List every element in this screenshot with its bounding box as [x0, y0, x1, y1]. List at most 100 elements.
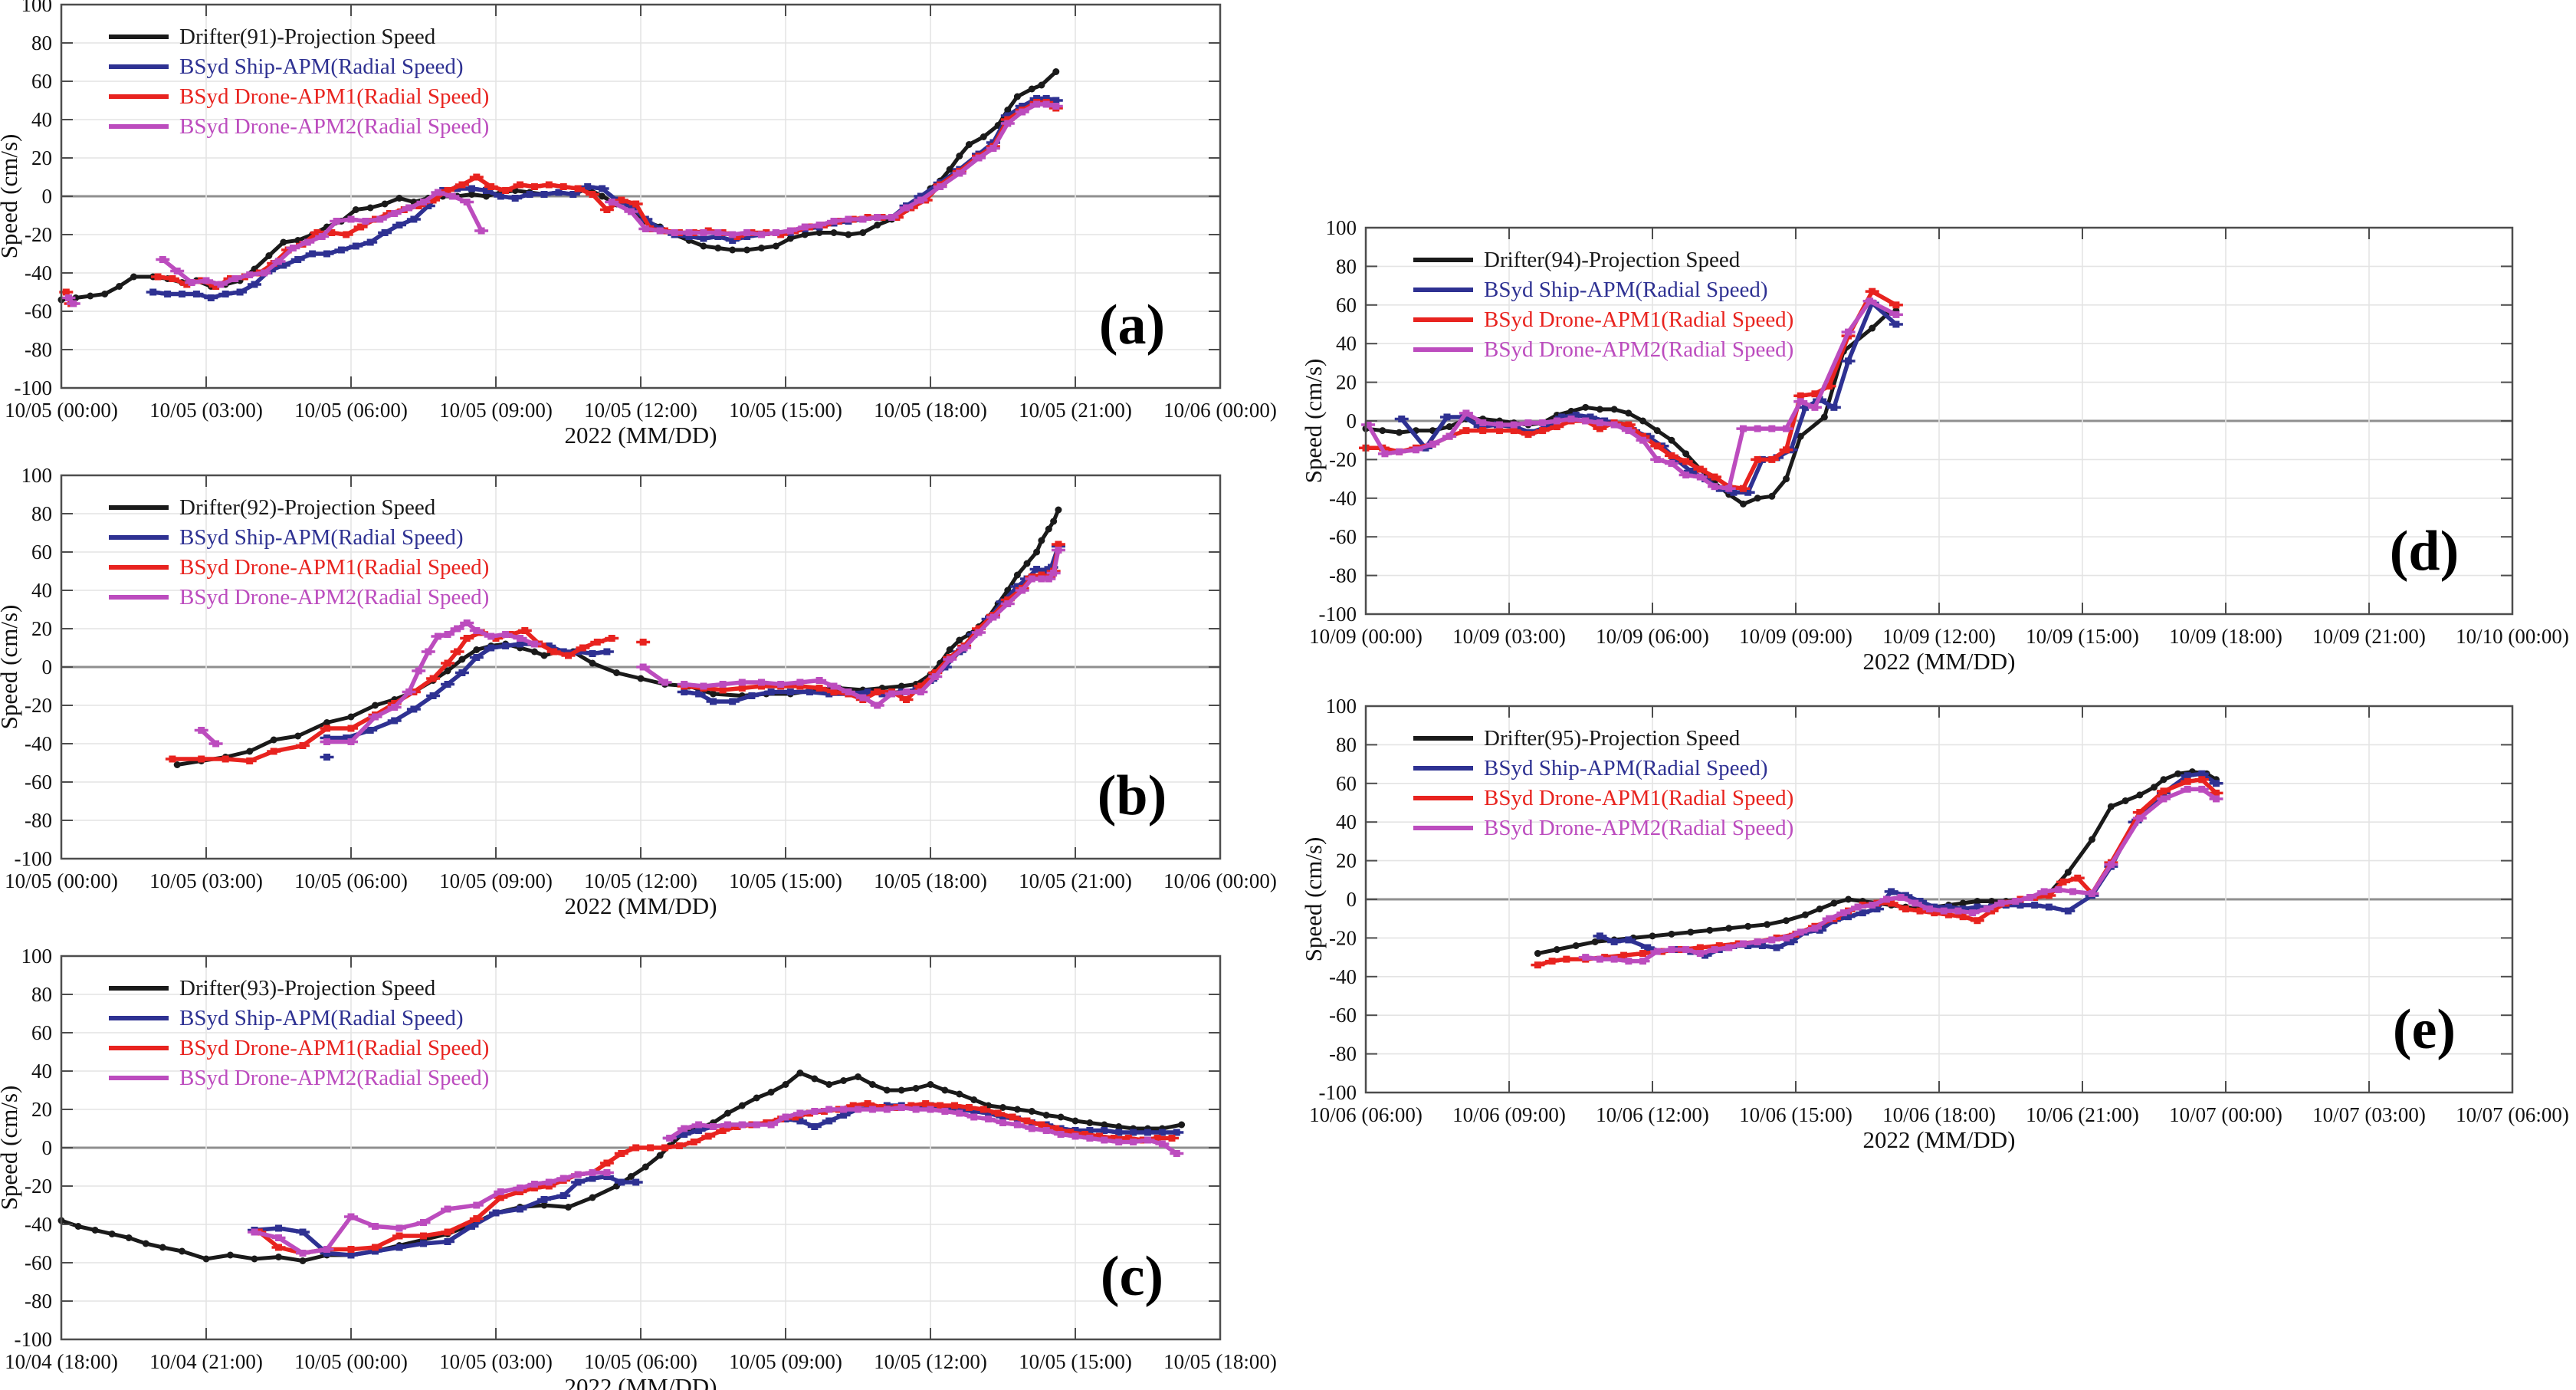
- x-axis-label: 2022 (MM/DD): [565, 1373, 717, 1390]
- x-tick-label: 10/05 (03:00): [149, 399, 263, 422]
- legend: Drifter(91)-Projection Speed BSyd Ship-AP…: [109, 25, 489, 139]
- y-tick-label: 80: [1336, 733, 1357, 756]
- legend-label-ship: BSyd Ship-APM(Radial Speed): [179, 54, 464, 79]
- x-tick-label: 10/06 (09:00): [1452, 1103, 1566, 1126]
- x-tick-label: 10/05 (12:00): [584, 399, 697, 422]
- y-tick-label: 40: [31, 108, 52, 131]
- y-tick-label: -80: [25, 338, 52, 361]
- x-axis-label: 2022 (MM/DD): [1863, 1126, 2016, 1153]
- y-tick-label: 100: [21, 945, 53, 968]
- y-tick-label: -100: [1319, 603, 1357, 626]
- y-tick-label: 60: [1336, 294, 1357, 317]
- y-tick-label: 40: [1336, 810, 1357, 833]
- x-tick-label: 10/06 (06:00): [1309, 1103, 1423, 1126]
- legend-label-ship: BSyd Ship-APM(Radial Speed): [179, 525, 464, 550]
- x-tick-label: 10/06 (21:00): [2026, 1103, 2139, 1126]
- y-tick-label: -60: [1329, 1004, 1357, 1027]
- y-tick-label: 100: [1326, 695, 1357, 718]
- y-tick-label: 20: [31, 146, 52, 169]
- gridlines: [1366, 228, 2512, 614]
- legend-label-drifter: Drifter(91)-Projection Speed: [179, 25, 436, 49]
- x-tick-label: 10/09 (12:00): [1882, 625, 1996, 648]
- x-tick-label: 10/05 (18:00): [874, 869, 987, 892]
- y-tick-label: 40: [31, 1060, 52, 1083]
- x-tick-label: 10/09 (00:00): [1309, 625, 1423, 648]
- y-tick-label: -20: [25, 1175, 52, 1198]
- tick-marks: [61, 4, 1221, 389]
- x-tick-label: 10/10 (00:00): [2456, 625, 2569, 648]
- legend-label-ship: BSyd Ship-APM(Radial Speed): [179, 1006, 464, 1030]
- y-tick-label: -60: [25, 771, 52, 794]
- legend-label-ship: BSyd Ship-APM(Radial Speed): [1484, 756, 1768, 780]
- y-tick-label: 40: [1336, 332, 1357, 355]
- x-tick-label: 10/05 (15:00): [729, 399, 842, 422]
- x-tick-label: 10/05 (15:00): [1019, 1350, 1132, 1373]
- y-tick-label: -60: [25, 300, 52, 323]
- y-tick-label: -20: [25, 694, 52, 717]
- x-tick-label: 10/05 (00:00): [294, 1350, 408, 1373]
- x-tick-label: 10/06 (12:00): [1596, 1103, 1709, 1126]
- legend-label-drone1: BSyd Drone-APM1(Radial Speed): [1484, 786, 1793, 810]
- y-axis-label: Speed (cm/s): [0, 134, 22, 259]
- y-tick-label: 80: [1336, 255, 1357, 278]
- gridlines: [61, 956, 1220, 1339]
- x-tick-label: 10/06 (00:00): [1163, 399, 1277, 422]
- legend: Drifter(93)-Projection Speed BSyd Ship-AP…: [109, 976, 489, 1090]
- x-tick-label: 10/05 (09:00): [439, 399, 553, 422]
- x-axis-label: 2022 (MM/DD): [1863, 648, 2016, 675]
- y-tick-label: -80: [1329, 1043, 1357, 1066]
- gridlines: [61, 475, 1220, 859]
- x-tick-label: 10/06 (15:00): [1739, 1103, 1852, 1126]
- series-drone2: [1361, 297, 1903, 492]
- x-tick-label: 10/07 (00:00): [2169, 1103, 2282, 1126]
- y-tick-label: 0: [1347, 409, 1357, 432]
- series-drone2: [61, 100, 1063, 307]
- x-tick-label: 10/04 (18:00): [5, 1350, 118, 1373]
- y-tick-label: 100: [21, 0, 53, 16]
- x-tick-label: 10/05 (12:00): [874, 1350, 987, 1373]
- x-tick-label: 10/09 (09:00): [1739, 625, 1852, 648]
- legend-label-drone1: BSyd Drone-APM1(Radial Speed): [179, 1036, 489, 1060]
- x-axis-label: 2022 (MM/DD): [565, 422, 717, 449]
- y-axis-label: Speed (cm/s): [0, 605, 22, 730]
- x-tick-label: 10/05 (09:00): [729, 1350, 842, 1373]
- series-drone2: [248, 1104, 1184, 1257]
- legend-label-drifter: Drifter(94)-Projection Speed: [1484, 248, 1741, 272]
- x-tick-label: 10/05 (12:00): [584, 869, 697, 892]
- y-tick-label: 60: [31, 1021, 52, 1044]
- y-axis-label: Speed (cm/s): [1300, 359, 1327, 484]
- y-tick-label: 0: [42, 185, 53, 208]
- legend-label-drone2: BSyd Drone-APM2(Radial Speed): [179, 114, 489, 139]
- x-tick-label: 10/09 (03:00): [1452, 625, 1566, 648]
- x-tick-label: 10/05 (00:00): [5, 399, 118, 422]
- y-tick-label: -100: [15, 376, 53, 399]
- x-tick-label: 10/09 (06:00): [1596, 625, 1709, 648]
- x-tick-label: 10/05 (03:00): [439, 1350, 553, 1373]
- panel-letter: (d): [2390, 520, 2459, 583]
- x-tick-label: 10/05 (00:00): [5, 869, 118, 892]
- x-tick-label: 10/06 (00:00): [1163, 869, 1277, 892]
- x-tick-label: 10/04 (21:00): [149, 1350, 263, 1373]
- y-tick-label: -20: [1329, 926, 1357, 949]
- y-tick-label: -100: [15, 1328, 53, 1351]
- y-tick-label: -60: [1329, 525, 1357, 548]
- x-tick-label: 10/06 (18:00): [1882, 1103, 1996, 1126]
- x-tick-label: 10/05 (21:00): [1019, 869, 1132, 892]
- x-tick-label: 10/09 (15:00): [2026, 625, 2139, 648]
- x-tick-label: 10/05 (21:00): [1019, 399, 1132, 422]
- panel-letter: (b): [1098, 764, 1167, 827]
- x-tick-label: 10/05 (18:00): [874, 399, 987, 422]
- legend-label-drone2: BSyd Drone-APM2(Radial Speed): [179, 1066, 489, 1090]
- x-tick-label: 10/05 (15:00): [729, 869, 842, 892]
- series-drifter: [57, 1070, 1186, 1264]
- y-tick-label: -80: [25, 809, 52, 832]
- legend: Drifter(95)-Projection Speed BSyd Ship-AP…: [1413, 726, 1793, 840]
- y-axis-label: Speed (cm/s): [1300, 837, 1327, 962]
- tick-marks: [61, 955, 1221, 1340]
- y-tick-label: 60: [31, 70, 52, 93]
- legend-label-drifter: Drifter(92)-Projection Speed: [179, 495, 436, 520]
